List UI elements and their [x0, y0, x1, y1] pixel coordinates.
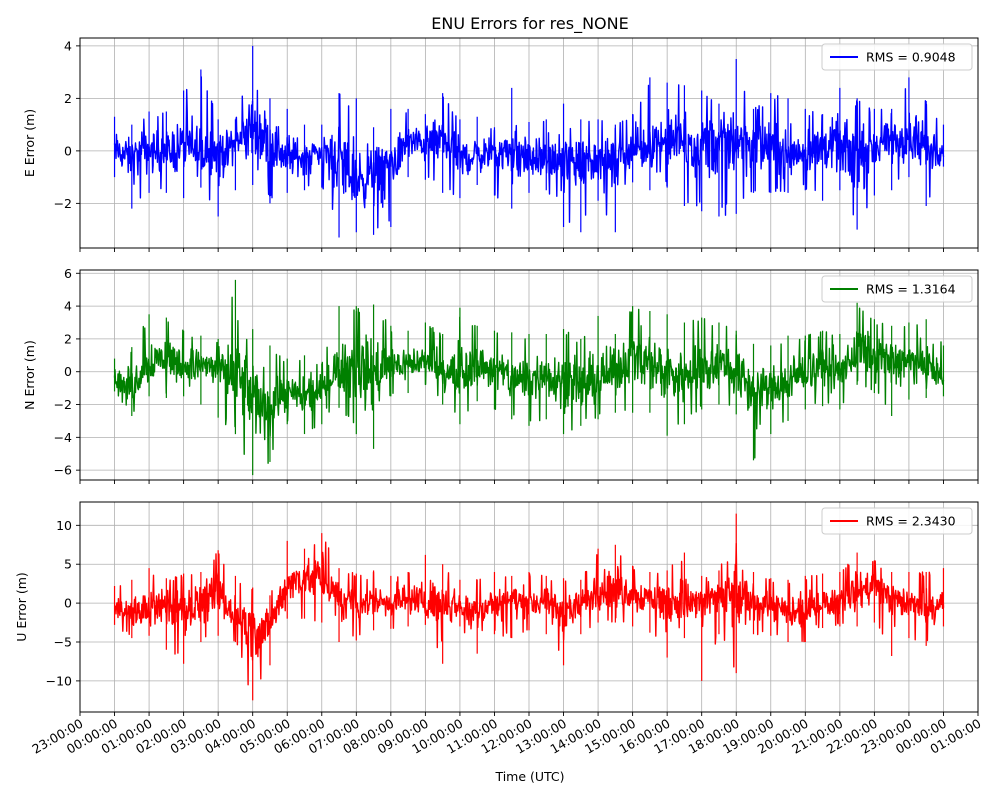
y-tick-label: 2 [64, 91, 72, 106]
legend-box [821, 275, 973, 303]
legend-label: RMS = 0.9048 [866, 50, 956, 65]
y-tick-label: −2 [54, 196, 72, 211]
chart-title: ENU Errors for res_NONE [431, 14, 628, 34]
y-tick-label: 0 [64, 364, 72, 379]
y-tick-label: 6 [64, 266, 72, 281]
x-axis-label: Time (UTC) [494, 769, 564, 784]
legend-box [821, 507, 973, 535]
panel-2: RMS = 1.3164 −6 −4 −2 0 2 4 6 N Error (m) [22, 266, 979, 484]
panel-3: RMS = 2.3430 −10 −5 0 5 10 U Error (m) [14, 501, 979, 716]
legend-label: RMS = 1.3164 [866, 282, 956, 297]
y-tick-label: −10 [46, 673, 72, 688]
y-tick-label: 5 [64, 557, 72, 572]
y-tick-label: 0 [64, 143, 72, 158]
y-tick-label: 0 [64, 596, 72, 611]
y-axis-label: E Error (m) [22, 109, 37, 177]
y-tick-label: −2 [54, 397, 72, 412]
y-tick-label: 4 [64, 38, 72, 53]
y-tick-label: −6 [54, 463, 72, 478]
y-tick-label: −5 [54, 635, 72, 650]
y-tick-label: 2 [64, 331, 72, 346]
legend-box [821, 43, 973, 71]
panel-1: RMS = 0.9048 −2 0 2 4 E Error (m) [22, 37, 979, 252]
y-tick-label: −4 [54, 430, 72, 445]
panels: RMS = 0.9048 −2 0 2 4 E Error (m) RMS = 1.3164… [14, 37, 984, 757]
y-tick-label: 10 [56, 518, 72, 533]
y-axis-label: N Error (m) [22, 340, 37, 410]
y-axis-label: U Error (m) [14, 572, 29, 642]
legend-label: RMS = 2.3430 [866, 514, 956, 529]
y-tick-label: 4 [64, 299, 72, 314]
